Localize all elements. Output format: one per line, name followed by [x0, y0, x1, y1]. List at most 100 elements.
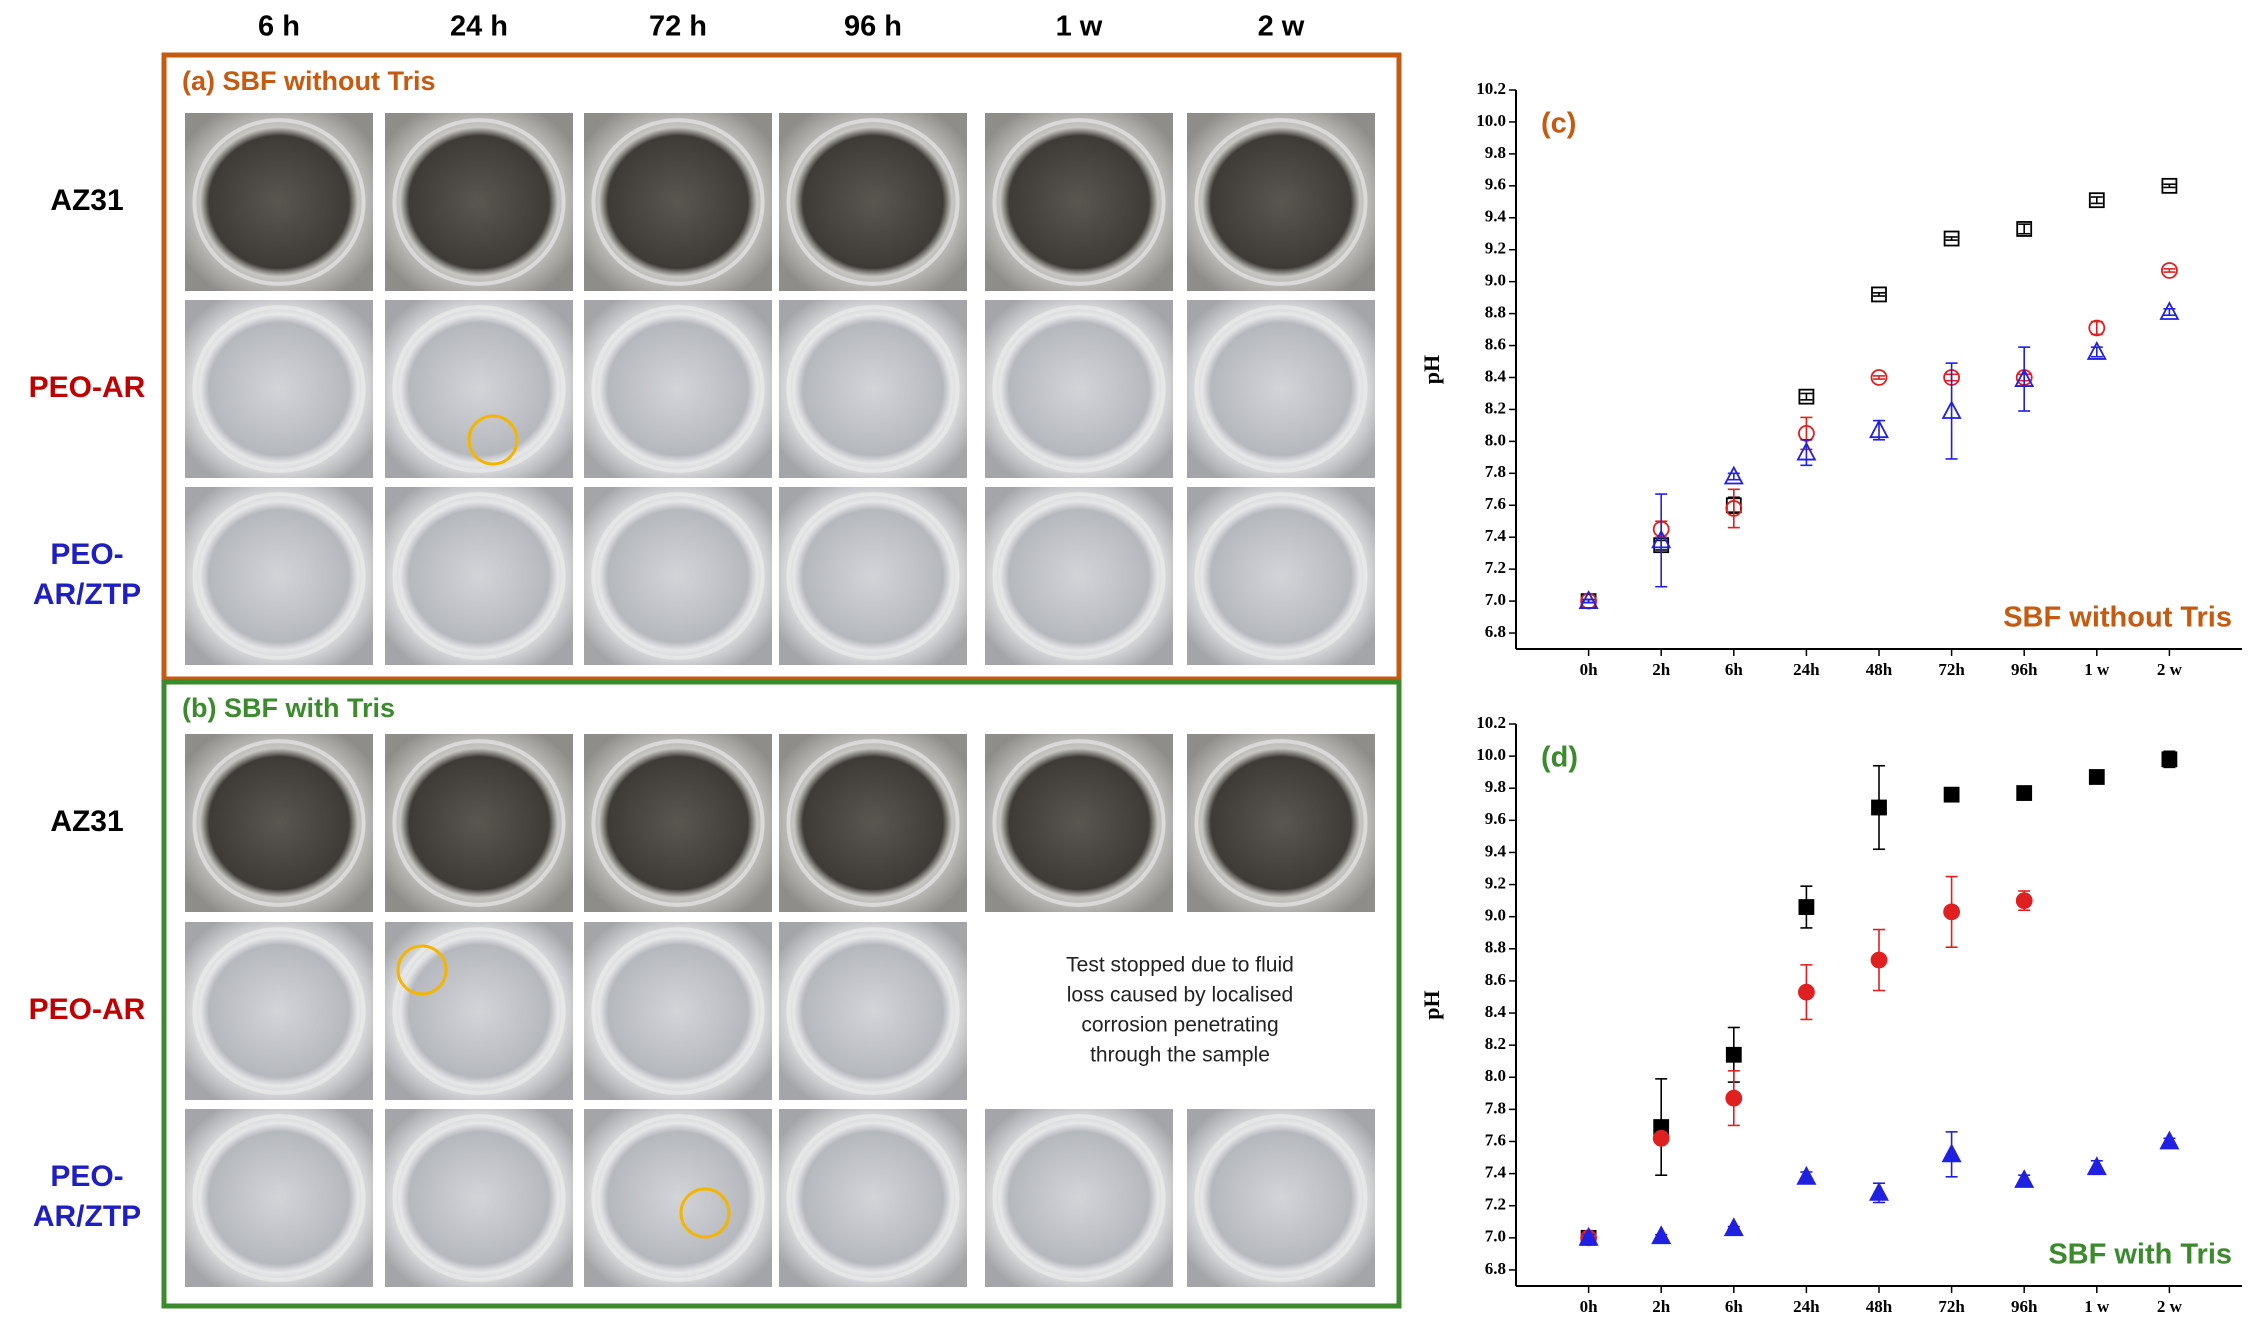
x-tick-label: 2 w — [2157, 660, 2183, 679]
sample-photo — [779, 300, 967, 478]
x-tick-label: 1 w — [2084, 660, 2110, 679]
panel-title: (a) SBF without Tris — [182, 66, 436, 96]
y-tick-label: 9.0 — [1485, 906, 1506, 925]
sample-photo — [779, 487, 967, 665]
error-bar — [1873, 375, 1885, 380]
row-label: AZ31 — [50, 805, 123, 838]
panel-frame — [161, 52, 1402, 682]
point — [1798, 388, 1815, 405]
panel-label: (c) — [1541, 108, 1576, 140]
well-rim — [1194, 1114, 1368, 1282]
y-axis-label: pH — [1419, 990, 1444, 1019]
x-tick-label: 6h — [1725, 660, 1744, 679]
error-bar — [2090, 196, 2103, 205]
sample-photo — [1187, 487, 1375, 665]
y-tick-label: 8.0 — [1485, 1066, 1506, 1085]
column-header: 24 h — [450, 11, 508, 43]
point — [1725, 1089, 1743, 1107]
sample-photo — [985, 487, 1173, 665]
y-tick-label: 7.4 — [1485, 1163, 1507, 1182]
column-header: 6 h — [258, 11, 300, 43]
point — [2015, 892, 2033, 910]
row-label: PEO-AR — [29, 993, 146, 1026]
x-tick-label: 96h — [2011, 660, 2038, 679]
point — [1723, 1217, 1744, 1237]
error-bar — [1800, 392, 1813, 401]
sample-photo — [185, 734, 373, 912]
point — [2086, 1156, 2107, 1176]
point — [1723, 465, 1744, 485]
y-tick-label: 9.2 — [1485, 239, 1506, 258]
y-tick-label: 10.2 — [1476, 713, 1506, 732]
sample-photo — [985, 1109, 1173, 1287]
y-tick-label: 6.8 — [1485, 622, 1506, 641]
y-tick-label: 10.0 — [1476, 111, 1506, 130]
x-tick-label: 24h — [1793, 660, 1820, 679]
point — [2088, 192, 2105, 209]
x-tick-label: 0h — [1580, 1297, 1599, 1316]
point — [1943, 903, 1960, 921]
point — [1941, 1143, 1962, 1163]
x-tick-label: 2h — [1652, 660, 1671, 679]
annotation: SBF without Tris — [2003, 602, 2232, 634]
point — [1798, 983, 1815, 1001]
well-rim — [392, 927, 566, 1095]
point — [1943, 786, 1960, 803]
panel-label: (d) — [1541, 742, 1578, 774]
y-tick-label: 9.8 — [1485, 143, 1506, 162]
y-tick-label: 9.4 — [1485, 841, 1507, 860]
row-label: PEO- — [50, 538, 123, 571]
y-tick-label: 8.8 — [1485, 303, 1506, 322]
column-header: 72 h — [649, 11, 707, 43]
well-rim — [591, 305, 765, 473]
note: loss caused by localised — [1067, 984, 1293, 1007]
error-bar — [1655, 493, 1668, 588]
error-bar — [1873, 292, 1885, 297]
x-tick-label: 6h — [1725, 1297, 1744, 1316]
column-header: 2 w — [1258, 11, 1305, 43]
well-rim — [786, 739, 960, 907]
row-label: AZ31 — [50, 184, 123, 217]
error-bar — [2018, 346, 2031, 412]
point — [2014, 1169, 2035, 1188]
well-rim — [192, 927, 366, 1095]
row-label: PEO-AR — [29, 371, 146, 404]
well-rim — [192, 492, 366, 660]
well-rim — [786, 305, 960, 473]
panel-frame — [161, 679, 1402, 1309]
sample-photo — [584, 300, 772, 478]
well-rim — [591, 1114, 765, 1282]
y-axis-label: pH — [1419, 355, 1444, 384]
sample-photo — [985, 300, 1173, 478]
y-tick-label: 7.2 — [1485, 1195, 1506, 1214]
y-tick-label: 9.4 — [1485, 207, 1507, 226]
error-bar — [1727, 488, 1740, 529]
y-tick-label: 7.6 — [1485, 494, 1506, 513]
note: through the sample — [1090, 1044, 1270, 1067]
sample-photo — [584, 734, 772, 912]
row-label: AR/ZTP — [33, 1200, 141, 1233]
error-bar — [2163, 268, 2176, 273]
well-rim — [192, 1114, 366, 1282]
well-rim — [591, 739, 765, 907]
well-rim — [392, 118, 566, 286]
highlight-circle — [679, 1187, 731, 1239]
point — [2161, 751, 2178, 768]
well-rim — [786, 492, 960, 660]
y-tick-label: 8.8 — [1485, 938, 1506, 957]
y-tick-label: 9.8 — [1485, 777, 1506, 796]
y-tick-label: 6.8 — [1485, 1259, 1506, 1278]
sample-photo — [985, 734, 1173, 912]
sample-photo — [584, 1109, 772, 1287]
sample-photo — [385, 734, 573, 912]
well-rim — [591, 492, 765, 660]
well-rim — [392, 305, 566, 473]
well-rim — [1194, 739, 1368, 907]
y-tick-label: 8.2 — [1485, 398, 1506, 417]
highlight-circle — [467, 414, 519, 466]
highlight-circle — [396, 944, 448, 996]
point — [2086, 341, 2107, 360]
y-tick-label: 10.2 — [1476, 79, 1506, 98]
point — [1651, 529, 1672, 549]
